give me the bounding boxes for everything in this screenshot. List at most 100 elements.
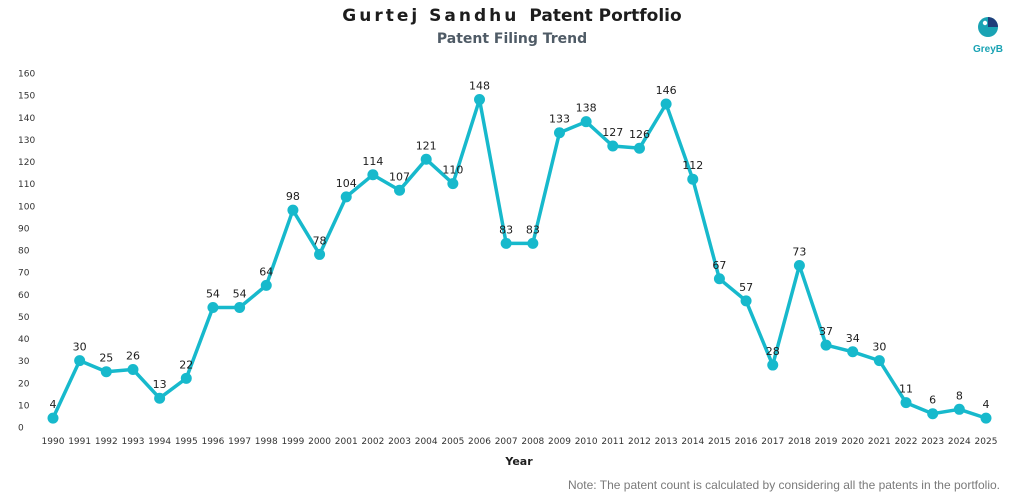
x-tick-label: 2002 <box>361 437 384 447</box>
x-tick-label: 2000 <box>308 437 331 447</box>
data-label: 121 <box>416 139 437 152</box>
data-label: 25 <box>99 352 113 365</box>
data-label: 64 <box>259 265 273 278</box>
y-tick-label: 100 <box>18 202 35 212</box>
data-label: 57 <box>739 281 753 294</box>
y-tick-label: 130 <box>18 136 35 146</box>
data-point <box>74 355 86 367</box>
y-tick-label: 50 <box>18 313 30 323</box>
footnote: Note: The patent count is calculated by … <box>567 478 1000 492</box>
y-tick-label: 0 <box>18 424 24 434</box>
data-point <box>100 366 112 378</box>
data-point <box>793 259 805 271</box>
data-point <box>394 184 406 196</box>
data-label: 34 <box>846 332 860 345</box>
data-label: 78 <box>313 234 327 247</box>
x-tick-label: 2006 <box>468 437 491 447</box>
x-tick-label: 2010 <box>575 437 598 447</box>
data-point <box>500 237 512 249</box>
data-point <box>900 397 912 409</box>
y-tick-label: 80 <box>18 247 30 257</box>
x-tick-label: 1998 <box>255 437 278 447</box>
chart-title: Gurtej Sandhu Patent Portfolio <box>0 6 1024 26</box>
x-tick-label: 2021 <box>868 437 891 447</box>
y-tick-label: 30 <box>18 357 30 367</box>
x-tick-label: 1997 <box>228 437 251 447</box>
x-tick-label: 2016 <box>735 437 758 447</box>
data-point <box>447 178 459 190</box>
x-tick-label: 2024 <box>948 437 971 447</box>
data-point <box>767 359 779 371</box>
data-label: 8 <box>956 389 963 402</box>
data-point <box>127 363 139 375</box>
y-tick-label: 150 <box>18 92 35 102</box>
x-tick-label: 2008 <box>521 437 544 447</box>
x-tick-label: 2004 <box>415 437 438 447</box>
y-tick-label: 40 <box>18 335 30 345</box>
x-tick-label: 2023 <box>921 437 944 447</box>
x-tick-label: 1991 <box>68 437 91 447</box>
data-label: 126 <box>629 128 650 141</box>
data-point <box>713 273 725 285</box>
data-label: 54 <box>233 288 247 301</box>
y-tick-label: 20 <box>18 379 30 389</box>
data-point <box>234 302 246 314</box>
data-label: 54 <box>206 288 220 301</box>
data-label: 107 <box>389 170 410 183</box>
x-tick-label: 2009 <box>548 437 571 447</box>
data-label: 37 <box>819 325 833 338</box>
y-tick-label: 140 <box>18 114 35 124</box>
data-point <box>154 392 166 404</box>
data-label: 26 <box>126 349 140 362</box>
data-label: 73 <box>792 245 806 258</box>
x-tick-label: 2014 <box>681 437 704 447</box>
data-point <box>180 372 192 384</box>
data-point <box>820 339 832 351</box>
y-tick-label: 90 <box>18 224 30 234</box>
chart-subtitle: Patent Filing Trend <box>436 31 588 47</box>
x-tick-label: 1990 <box>42 437 65 447</box>
y-tick-label: 110 <box>18 180 35 190</box>
data-label: 98 <box>286 190 300 203</box>
data-label: 22 <box>179 358 193 371</box>
data-label: 11 <box>899 383 913 396</box>
x-tick-label: 2025 <box>975 437 998 447</box>
logo-text: GreyB <box>972 44 1003 55</box>
data-label: 4 <box>983 398 990 411</box>
x-tick-label: 2015 <box>708 437 731 447</box>
data-label: 148 <box>469 80 490 93</box>
x-tick-label: 2019 <box>815 437 838 447</box>
y-tick-label: 60 <box>18 291 30 301</box>
data-point <box>847 346 859 358</box>
data-point <box>953 403 965 415</box>
x-tick-label: 1999 <box>281 437 304 447</box>
data-point <box>633 142 645 154</box>
data-label: 110 <box>442 164 463 177</box>
data-point <box>607 140 619 152</box>
data-point <box>474 94 486 106</box>
x-tick-label: 2022 <box>895 437 918 447</box>
data-label: 4 <box>50 398 57 411</box>
x-tick-label: 2018 <box>788 437 811 447</box>
data-label: 104 <box>336 177 357 190</box>
data-label: 28 <box>766 345 780 358</box>
data-point <box>207 302 219 314</box>
data-label: 127 <box>602 126 623 139</box>
y-tick-label: 120 <box>18 158 35 168</box>
data-point <box>340 191 352 203</box>
chart-title-rest: Patent Portfolio <box>529 6 682 26</box>
data-point <box>527 237 539 249</box>
y-tick-label: 10 <box>18 401 30 411</box>
y-tick-label: 160 <box>18 70 35 80</box>
data-label: 13 <box>153 378 167 391</box>
data-label: 133 <box>549 113 570 126</box>
x-tick-label: 1994 <box>148 437 171 447</box>
data-label: 6 <box>929 394 936 407</box>
x-tick-label: 1995 <box>175 437 198 447</box>
greyb-logo-icon <box>978 17 998 37</box>
y-tick-label: 70 <box>18 269 30 279</box>
data-point <box>47 412 59 424</box>
x-tick-label: 1993 <box>122 437 145 447</box>
data-label: 114 <box>362 155 383 168</box>
x-tick-label: 2005 <box>441 437 464 447</box>
